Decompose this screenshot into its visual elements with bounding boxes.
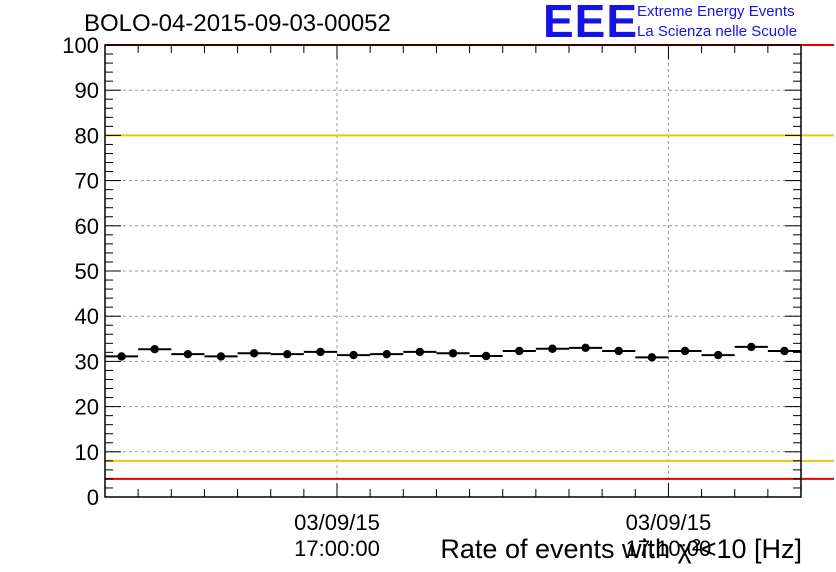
data-point <box>548 344 557 353</box>
x-tick-time: 17:00:00 <box>294 536 380 561</box>
reference-lines <box>105 44 834 480</box>
y-tick-label: 0 <box>87 485 99 510</box>
data-point <box>249 349 259 358</box>
data-point <box>349 350 358 360</box>
y-tick-label: 100 <box>62 33 99 58</box>
y-tick-label: 10 <box>75 440 99 465</box>
data-point <box>382 349 391 359</box>
axis-ticks <box>105 44 801 498</box>
tick-labels: 010203040506070809010003/09/1517:00:0003… <box>62 33 711 561</box>
data-point <box>216 352 226 361</box>
logo-text-line1: Extreme Energy Events <box>637 3 795 20</box>
logo-text-line2: La Scienza nelle Scuole <box>637 23 798 40</box>
data-point <box>614 346 623 356</box>
data-point <box>117 352 126 361</box>
data-point <box>415 347 425 357</box>
data-point <box>647 353 657 362</box>
y-tick-label: 70 <box>75 169 99 194</box>
y-tick-label: 30 <box>75 349 99 374</box>
data-points <box>105 342 801 362</box>
data-point <box>481 351 491 361</box>
data-point <box>581 343 590 353</box>
x-tick-date: 03/09/15 <box>626 510 712 535</box>
data-point <box>747 342 756 352</box>
x-axis-label: Rate of events with χ²<10 [Hz] <box>440 534 802 564</box>
data-point <box>515 346 524 356</box>
data-point <box>316 347 325 357</box>
data-point <box>150 344 159 354</box>
data-point <box>448 349 458 358</box>
chart-title: BOLO-04-2015-09-03-00052 <box>84 10 391 37</box>
x-tick-date: 03/09/15 <box>294 510 380 535</box>
x-tick-time: 17:10:00 <box>626 536 712 561</box>
y-tick-label: 40 <box>75 304 99 329</box>
data-point <box>680 346 690 356</box>
eee-logo: EEE <box>543 0 639 47</box>
data-point <box>713 350 723 360</box>
y-tick-label: 60 <box>75 214 99 239</box>
data-point <box>283 349 292 359</box>
data-point <box>183 349 193 359</box>
y-tick-label: 90 <box>75 78 99 103</box>
y-tick-label: 50 <box>75 259 99 284</box>
grid-layer <box>105 45 801 497</box>
data-point <box>780 346 789 356</box>
y-tick-label: 20 <box>75 395 99 420</box>
y-tick-label: 80 <box>75 123 99 148</box>
